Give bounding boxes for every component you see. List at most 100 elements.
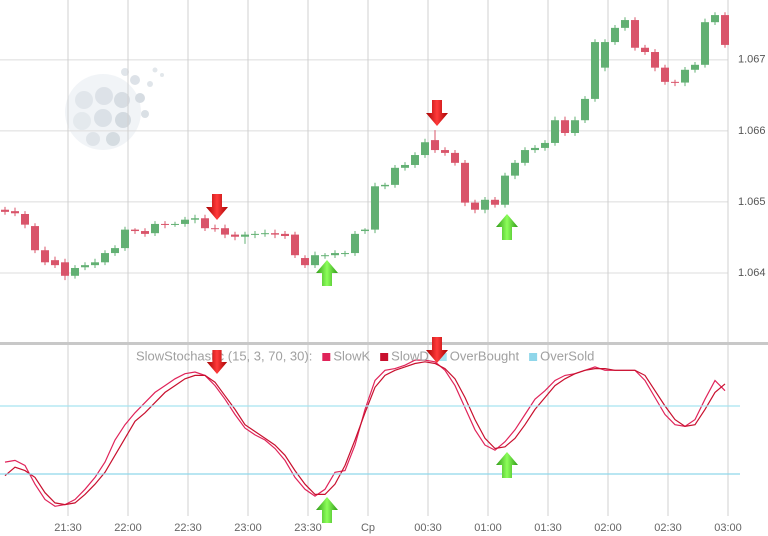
candle-body	[651, 52, 659, 68]
candle-body	[691, 64, 699, 70]
candle-body	[231, 234, 239, 237]
watermark-logo	[65, 67, 164, 150]
candle-body	[411, 155, 419, 165]
candle-body	[561, 120, 569, 134]
y-tick-label: 1.066	[738, 125, 766, 137]
x-tick-label: 02:30	[654, 522, 682, 534]
candle-body	[151, 223, 159, 234]
x-tick-label: 01:30	[534, 522, 562, 534]
candle-body	[501, 175, 509, 205]
candle-body	[331, 253, 339, 256]
candle-body	[721, 15, 729, 45]
candle-body	[221, 228, 229, 235]
candle-body	[641, 47, 649, 53]
x-tick-label: 03:00	[714, 522, 742, 534]
legend-label: SlowD	[391, 348, 429, 363]
x-tick-label: 01:00	[474, 522, 502, 534]
candle-body	[241, 234, 249, 237]
candle-body	[611, 27, 619, 43]
legend-label: OverBought	[450, 348, 520, 363]
stochastic-line	[4, 361, 726, 506]
x-tick-label: 02:00	[594, 522, 622, 534]
candle-body	[591, 42, 599, 99]
candle-body	[601, 42, 609, 68]
candle-body	[491, 199, 499, 205]
legend-swatch	[322, 353, 331, 361]
y-tick-label: 1.065	[738, 196, 766, 208]
x-tick-label: 21:30	[54, 522, 82, 534]
candle-body	[61, 262, 69, 276]
candle-body	[471, 202, 479, 210]
candle-body	[21, 213, 29, 225]
x-tick-label: 23:00	[234, 522, 262, 534]
legend-label: OverSold	[540, 348, 594, 363]
candle-body	[431, 140, 439, 151]
sell-arrow	[206, 194, 228, 220]
candle-body	[101, 253, 109, 263]
candle-body	[161, 223, 169, 225]
buy-arrow	[316, 260, 338, 286]
candle-body	[121, 229, 129, 249]
legend-swatch	[380, 353, 389, 361]
candle-body	[181, 219, 189, 224]
candle-body	[511, 162, 519, 176]
candle-body	[111, 248, 119, 254]
candle-body	[301, 258, 309, 266]
candle-body	[441, 150, 449, 153]
candle-body	[481, 199, 489, 210]
candle-body	[31, 226, 39, 251]
legend-title: SlowStochastic (15, 3, 70, 30):	[136, 348, 312, 363]
candle-body	[701, 22, 709, 65]
candle-body	[391, 167, 399, 185]
candle-body	[551, 120, 559, 143]
x-tick-label: Cp	[361, 522, 375, 534]
candle-body	[1, 209, 9, 212]
candle-body	[131, 229, 139, 232]
candle-body	[91, 262, 99, 266]
buy-arrow	[496, 214, 518, 240]
candle-body	[291, 234, 299, 256]
candle-body	[81, 265, 89, 268]
candle-body	[341, 253, 349, 255]
buy-arrow	[316, 497, 338, 523]
x-tick-label: 22:30	[174, 522, 202, 534]
x-tick-label: 23:30	[294, 522, 322, 534]
sell-arrow	[426, 100, 448, 126]
candle-body	[571, 120, 579, 134]
candle-body	[451, 152, 459, 163]
candle-body	[71, 267, 79, 276]
candle-body	[661, 67, 669, 82]
legend-swatch	[438, 353, 447, 361]
legend-swatch	[529, 353, 538, 361]
y-tick-label: 1.067	[738, 54, 766, 66]
candle-body	[171, 223, 179, 225]
candle-body	[211, 228, 219, 230]
candle-body	[421, 142, 429, 156]
candle-body	[361, 229, 369, 232]
x-tick-label: 00:30	[414, 522, 442, 534]
candle-body	[381, 184, 389, 187]
stochastic-line	[4, 359, 726, 507]
candle-body	[461, 162, 469, 203]
candle-body	[401, 164, 409, 168]
candle-body	[251, 233, 259, 235]
y-tick-label: 1.064	[738, 267, 766, 279]
candle-body	[41, 250, 49, 263]
candle-body	[281, 233, 289, 237]
candle-body	[521, 150, 529, 163]
candle-body	[351, 233, 359, 254]
candle-body	[681, 69, 689, 83]
candle-body	[631, 20, 639, 48]
candle-body	[671, 81, 679, 83]
candle-body	[541, 142, 549, 148]
candle-body	[51, 260, 59, 266]
candle-body	[191, 218, 199, 220]
candle-body	[311, 255, 319, 266]
x-tick-label: 22:00	[114, 522, 142, 534]
candle-body	[11, 211, 19, 214]
candle-body	[141, 231, 149, 234]
legend-label: SlowK	[333, 348, 370, 363]
candle-body	[581, 98, 589, 121]
